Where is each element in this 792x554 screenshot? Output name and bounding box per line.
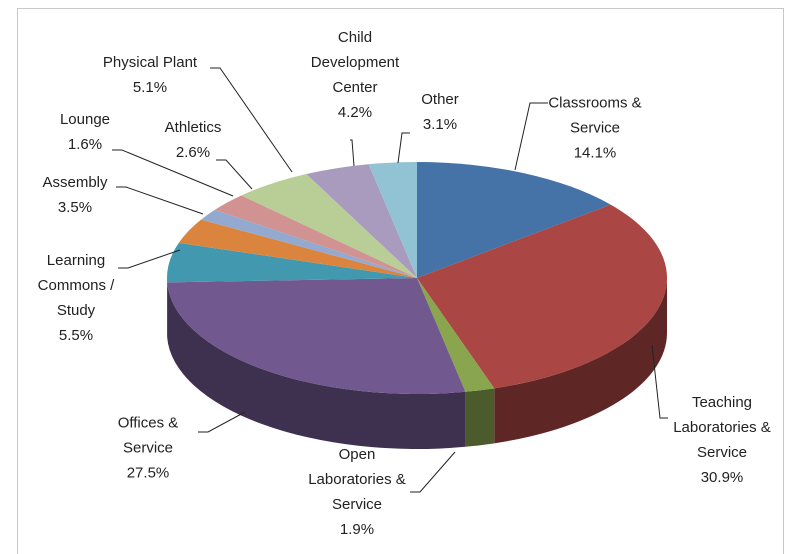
label-value: 1.6% [67, 136, 103, 153]
pie-slice [417, 204, 667, 389]
pie-slice [178, 219, 417, 278]
label-value: 27.5% [126, 464, 170, 482]
label-value: 3.5% [57, 199, 93, 216]
pie-slice [241, 173, 417, 278]
pie-slice [417, 278, 495, 392]
data-label: Athletics 2.6% [133, 115, 253, 165]
label-category: Offices & Service [117, 414, 179, 457]
label-category: Teaching Laboratories & Service [673, 394, 771, 461]
data-label: Offices & Service 27.5% [111, 411, 186, 486]
label-value: 3.1% [422, 116, 458, 133]
label-value: 4.2% [337, 104, 373, 121]
leader-line [514, 102, 548, 171]
label-category: Athletics [164, 119, 222, 136]
leader-line [112, 149, 234, 197]
label-value: 1.9% [339, 521, 375, 538]
data-label: Assembly 3.5% [15, 170, 135, 220]
label-category: Classrooms & Service [548, 94, 642, 137]
label-value: 5.5% [58, 327, 94, 344]
data-label: Teaching Laboratories & Service 30.9% [667, 390, 777, 490]
data-label: Physical Plant 5.1% [75, 50, 225, 100]
pie-side [167, 282, 466, 449]
label-category: Learning Commons / Study [37, 252, 115, 319]
leader-line [216, 159, 253, 190]
pie-side [494, 278, 667, 444]
leader-line [116, 186, 204, 215]
data-label: Open Laboratories & Service 1.9% [302, 442, 412, 542]
data-label: Learning Commons / Study 5.5% [36, 248, 116, 348]
leader-line [118, 249, 181, 269]
leader-line [210, 67, 293, 173]
leader-line [198, 411, 246, 433]
label-value: 30.9% [700, 469, 744, 486]
data-label: Classrooms & Service 14.1% [545, 91, 645, 166]
chart-border [17, 8, 784, 554]
label-category: Physical Plant [102, 54, 198, 71]
data-label: Child Development Center 4.2% [308, 25, 403, 125]
label-category: Open Laboratories & Service [308, 446, 406, 513]
pie-slice [214, 195, 417, 278]
pie-slice [167, 278, 466, 394]
pie-slice [167, 242, 417, 283]
pie-slice [368, 162, 417, 278]
pie-slice [201, 209, 417, 278]
label-value: 14.1% [573, 144, 617, 162]
label-value: 5.1% [132, 79, 168, 96]
label-category: Assembly [42, 174, 108, 191]
leader-line [397, 132, 410, 164]
label-category: Lounge [59, 111, 111, 128]
leader-line [651, 344, 668, 419]
data-label: Other 3.1% [400, 87, 480, 137]
pie-slice [306, 164, 417, 278]
label-category: Other [421, 91, 459, 108]
pie-slice [417, 162, 611, 278]
pie-side [465, 388, 495, 447]
leader-line [350, 139, 355, 167]
leader-line [410, 451, 456, 493]
data-label: Lounge 1.6% [25, 107, 145, 157]
label-category: Child Development Center [310, 29, 400, 96]
label-value: 2.6% [175, 144, 211, 161]
